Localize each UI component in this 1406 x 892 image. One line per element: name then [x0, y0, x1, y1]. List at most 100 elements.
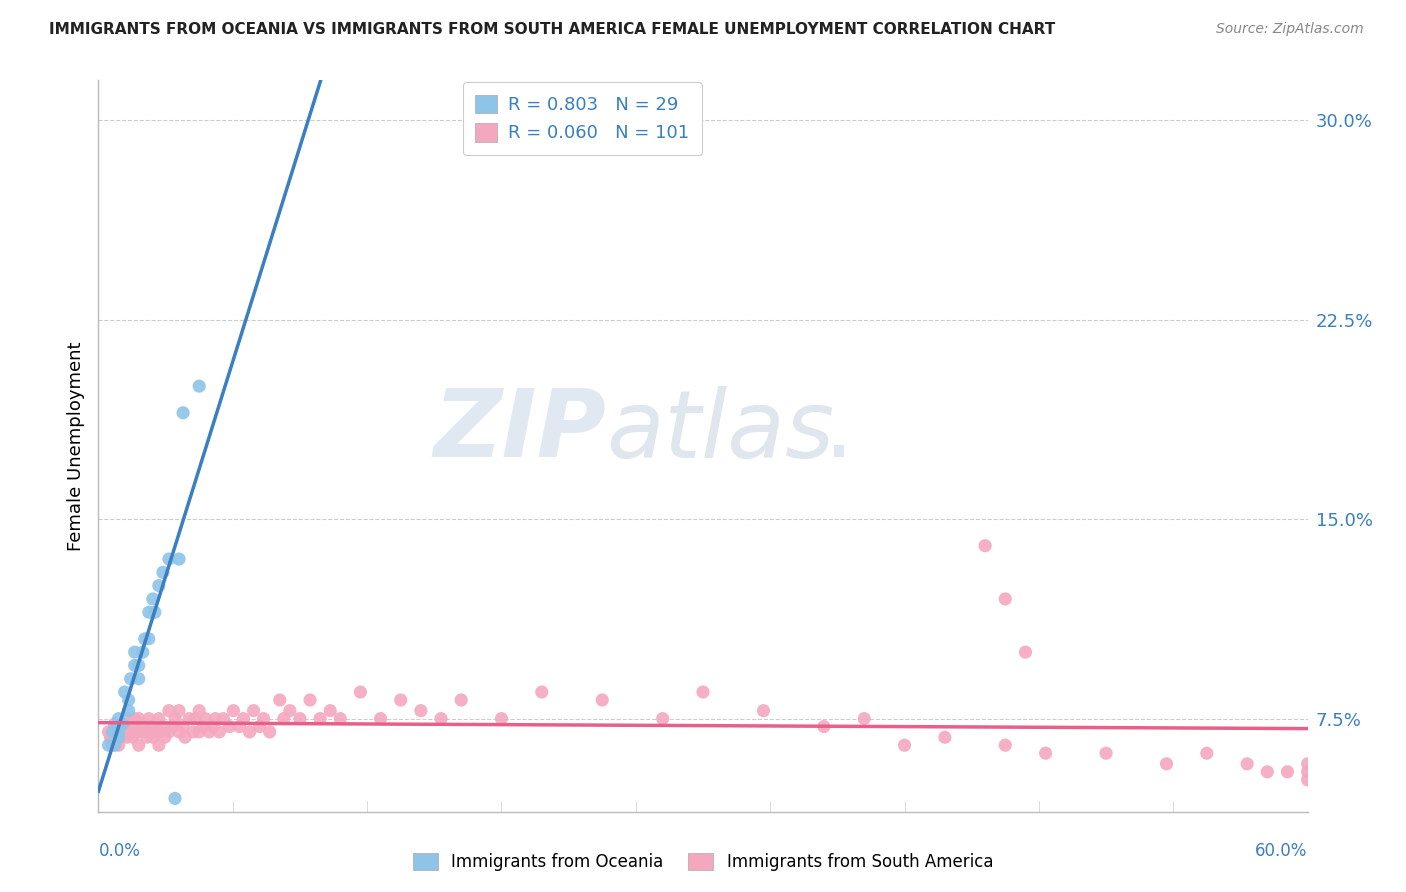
Point: [148, 712, 170, 726]
Point: [188, 725, 211, 739]
Point: [193, 720, 215, 734]
Point: [152, 720, 174, 734]
Point: [107, 738, 129, 752]
Point: [994, 738, 1017, 752]
Y-axis label: Female Unemployment: Female Unemployment: [66, 342, 84, 550]
Point: [120, 672, 142, 686]
Point: [103, 717, 125, 731]
Point: [124, 725, 146, 739]
Point: [118, 693, 141, 707]
Point: [148, 579, 170, 593]
Point: [157, 552, 180, 566]
Point: [208, 725, 231, 739]
Point: [97, 725, 120, 739]
Point: [107, 712, 129, 726]
Point: [142, 731, 165, 745]
Point: [1296, 772, 1319, 787]
Point: [752, 704, 775, 718]
Point: [128, 725, 150, 739]
Point: [121, 731, 143, 745]
Point: [239, 725, 262, 739]
Point: [152, 566, 174, 580]
Point: [128, 672, 150, 686]
Point: [994, 591, 1017, 606]
Point: [450, 693, 472, 707]
Point: [530, 685, 553, 699]
Point: [349, 685, 371, 699]
Point: [1014, 645, 1036, 659]
Point: [228, 720, 250, 734]
Text: 60.0%: 60.0%: [1256, 842, 1308, 860]
Point: [153, 731, 176, 745]
Point: [651, 712, 673, 726]
Point: [853, 712, 876, 726]
Point: [138, 632, 160, 646]
Point: [692, 685, 714, 699]
Point: [103, 738, 125, 752]
Point: [100, 731, 122, 745]
Point: [162, 720, 184, 734]
Point: [148, 738, 170, 752]
Point: [110, 731, 132, 745]
Point: [202, 720, 225, 734]
Point: [934, 731, 956, 745]
Point: [167, 704, 190, 718]
Point: [273, 712, 295, 726]
Point: [198, 725, 221, 739]
Point: [142, 591, 165, 606]
Text: atlas: atlas: [606, 386, 835, 477]
Point: [194, 712, 217, 726]
Point: [1296, 756, 1319, 771]
Point: [124, 645, 146, 659]
Text: .: .: [824, 385, 853, 477]
Point: [138, 605, 160, 619]
Point: [118, 725, 141, 739]
Text: Source: ZipAtlas.com: Source: ZipAtlas.com: [1216, 22, 1364, 37]
Legend: Immigrants from Oceania, Immigrants from South America: Immigrants from Oceania, Immigrants from…: [405, 845, 1001, 880]
Point: [179, 712, 201, 726]
Legend: R = 0.803   N = 29, R = 0.060   N = 101: R = 0.803 N = 29, R = 0.060 N = 101: [463, 82, 702, 155]
Point: [118, 704, 141, 718]
Point: [370, 712, 392, 726]
Point: [124, 712, 146, 726]
Point: [132, 645, 155, 659]
Point: [329, 712, 352, 726]
Point: [115, 731, 138, 745]
Point: [1156, 756, 1178, 771]
Point: [107, 725, 129, 739]
Point: [204, 712, 226, 726]
Point: [242, 704, 264, 718]
Point: [212, 712, 235, 726]
Point: [128, 712, 150, 726]
Point: [157, 704, 180, 718]
Point: [101, 725, 124, 739]
Point: [259, 725, 281, 739]
Point: [111, 717, 134, 731]
Point: [97, 738, 120, 752]
Point: [222, 704, 245, 718]
Point: [105, 720, 128, 734]
Point: [143, 605, 166, 619]
Point: [893, 738, 915, 752]
Point: [299, 693, 322, 707]
Point: [163, 791, 186, 805]
Point: [101, 738, 124, 752]
Point: [120, 720, 142, 734]
Point: [409, 704, 432, 718]
Point: [107, 725, 129, 739]
Point: [167, 725, 190, 739]
Point: [813, 720, 835, 734]
Point: [128, 738, 150, 752]
Point: [184, 712, 207, 726]
Point: [218, 720, 240, 734]
Text: IMMIGRANTS FROM OCEANIA VS IMMIGRANTS FROM SOUTH AMERICA FEMALE UNEMPLOYMENT COR: IMMIGRANTS FROM OCEANIA VS IMMIGRANTS FR…: [49, 22, 1056, 37]
Point: [135, 731, 157, 745]
Point: [132, 720, 155, 734]
Point: [491, 712, 513, 726]
Point: [172, 406, 194, 420]
Point: [232, 712, 254, 726]
Point: [139, 720, 162, 734]
Point: [288, 712, 311, 726]
Point: [1296, 764, 1319, 779]
Point: [389, 693, 412, 707]
